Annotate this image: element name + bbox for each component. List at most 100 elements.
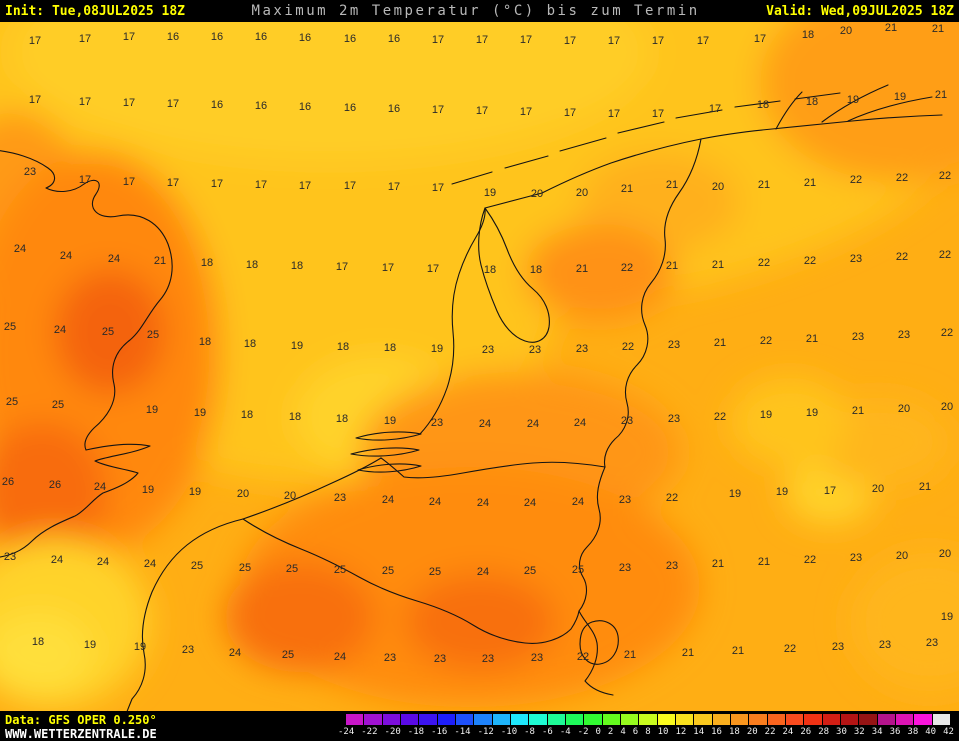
colorbar-segment (436, 714, 455, 725)
temp-value-label: 17 (123, 31, 135, 43)
temp-value-label: 17 (427, 263, 439, 275)
colorbar-tick: 4 (620, 727, 626, 737)
temp-value-label: 24 (382, 494, 394, 506)
temp-value-label: 23 (482, 344, 494, 356)
temp-value-label: 24 (97, 556, 109, 568)
temp-value-label: 17 (29, 35, 41, 47)
colorbar-segment (876, 714, 895, 725)
colorbar-tick: 28 (818, 727, 830, 737)
temp-value-label: 17 (432, 34, 444, 46)
temp-value-label: 21 (758, 179, 770, 191)
colorbar-tick: 40 (925, 727, 937, 737)
colorbar-segment (509, 714, 529, 725)
temp-value-label: 18 (241, 409, 253, 421)
temp-value-label: 20 (576, 187, 588, 199)
temp-value-label: 23 (619, 494, 631, 506)
temp-value-label: 21 (758, 556, 770, 568)
temp-value-label: 18 (199, 336, 211, 348)
heat-blob (850, 552, 959, 692)
temp-value-label: 22 (666, 492, 678, 504)
temp-value-label: 17 (388, 181, 400, 193)
temp-value-label: 23 (482, 653, 494, 665)
colorbar-tick: -18 (407, 727, 425, 737)
coastline-england (0, 150, 173, 558)
temp-value-label: 23 (182, 644, 194, 656)
colorbar-segment (381, 714, 400, 725)
temp-value-label: 25 (286, 563, 298, 575)
delta-island (357, 463, 422, 473)
temp-value-label: 23 (898, 329, 910, 341)
temp-value-label: 17 (79, 174, 91, 186)
temp-value-label: 22 (758, 257, 770, 269)
temp-value-label: 22 (941, 327, 953, 339)
temp-value-label: 22 (760, 335, 772, 347)
temp-value-label: 24 (94, 481, 106, 493)
temp-value-label: 16 (255, 31, 267, 43)
colorbar-tick: -4 (559, 727, 571, 737)
weather-map: 17 17 17 16 16 16 16 16 16 17 17 17 17 17 17 17 17 18 20 21… (0, 22, 959, 711)
temp-value-label: 20 (237, 488, 249, 500)
colorbar-tick: 14 (693, 727, 705, 737)
colorbar-tick: 34 (871, 727, 883, 737)
temp-value-label: 24 (527, 418, 539, 430)
temp-value-label: 22 (804, 255, 816, 267)
colorbar-segment (748, 714, 767, 725)
colorbar-tick: 32 (853, 727, 865, 737)
temp-value-label: 24 (524, 497, 536, 509)
temp-value-label: 20 (872, 483, 884, 495)
temp-value-label: 24 (144, 558, 156, 570)
temp-value-label: 17 (520, 34, 532, 46)
temp-value-label: 16 (344, 102, 356, 114)
temp-value-label: 18 (201, 257, 213, 269)
temp-value-label: 22 (784, 643, 796, 655)
temp-value-label: 25 (382, 565, 394, 577)
colorbar-segment (346, 714, 364, 725)
colorbar-segment (821, 714, 840, 725)
temp-value-label: 24 (334, 651, 346, 663)
colorbar-segment (473, 714, 492, 725)
colorbar-tick: 22 (764, 727, 776, 737)
title-bar: Init: Tue,08JUL2025 18Z Maximum 2m Tempe… (0, 0, 959, 22)
temp-value-label: 17 (79, 33, 91, 45)
temp-value-label: 18 (244, 338, 256, 350)
temp-value-label: 21 (852, 405, 864, 417)
temp-value-label: 23 (576, 343, 588, 355)
heat-blob (10, 22, 650, 162)
country-borders (0, 84, 943, 711)
lake-ijsselmeer (478, 207, 550, 343)
colorbar-tick: 26 (800, 727, 812, 737)
estuary-jade (775, 91, 803, 130)
temp-value-label: 20 (939, 548, 951, 560)
temp-value-label: 23 (4, 551, 16, 563)
temp-value-label: 17 (476, 34, 488, 46)
temp-value-label: 24 (479, 418, 491, 430)
map-area: 17 17 17 16 16 16 16 16 16 17 17 17 17 17 17 17 17 18 20 21… (0, 22, 959, 711)
temp-value-label: 22 (939, 170, 951, 182)
temp-value-label: 21 (624, 649, 636, 661)
temp-value-label: 17 (652, 108, 664, 120)
heat-blob (225, 562, 375, 672)
temp-value-label: 17 (123, 176, 135, 188)
colorbar-segment (729, 714, 749, 725)
temp-value-label: 23 (850, 552, 862, 564)
temp-value-label: 23 (434, 653, 446, 665)
temp-value-label: 25 (334, 564, 346, 576)
wadden-island (734, 100, 781, 108)
colorbar-tick: 20 (746, 727, 758, 737)
heat-blob (525, 224, 675, 320)
temp-value-label: 25 (282, 649, 294, 661)
colorbar-tick-labels: -24 -22 -20 -18 -16 -14 -12 -10 -8 -6 -4 -2 0 2 4 6 8 10 1… (338, 727, 954, 737)
temp-value-label: 22 (714, 411, 726, 423)
temp-value-label: 18 (337, 341, 349, 353)
temp-value-label: 21 (919, 481, 931, 493)
colorbar-tick: -20 (384, 727, 401, 737)
temp-value-label: 17 (608, 35, 620, 47)
heat-blob (0, 422, 107, 562)
colorbar-segment (711, 714, 730, 725)
temp-value-label: 24 (572, 496, 584, 508)
colorbar-segment (491, 714, 510, 725)
colorbar-segment (839, 714, 859, 725)
temp-value-label: 21 (732, 645, 744, 657)
temp-value-label: 25 (239, 562, 251, 574)
temp-value-label: 26 (2, 476, 14, 488)
